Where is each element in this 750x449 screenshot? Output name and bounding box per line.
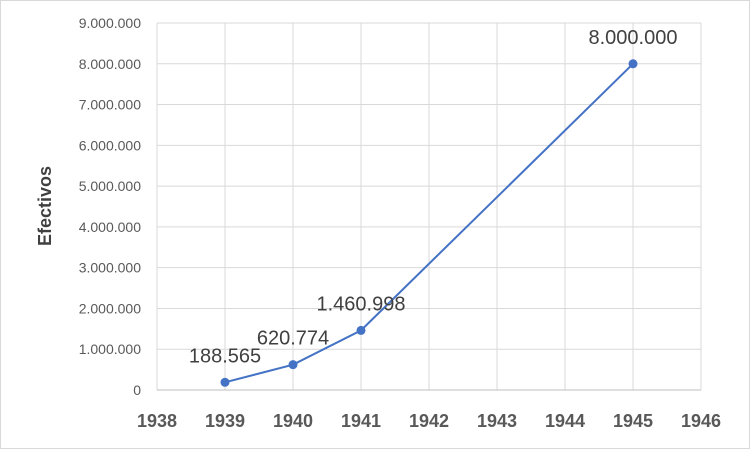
x-tick-label: 1943	[477, 411, 517, 431]
y-tick-label: 7.000.000	[79, 97, 141, 113]
y-tick-label: 5.000.000	[79, 178, 141, 194]
y-tick-label: 8.000.000	[79, 56, 141, 72]
x-tick-label: 1938	[137, 411, 177, 431]
y-tick-label: 4.000.000	[79, 219, 141, 235]
x-tick-label: 1939	[205, 411, 245, 431]
data-label: 1.460.998	[317, 293, 406, 315]
data-point	[356, 325, 366, 335]
y-tick-label: 2.000.000	[79, 300, 141, 316]
y-tick-label: 9.000.000	[79, 15, 141, 31]
y-tick-labels: 0 1.000.000 2.000.000 3.000.000 4.000.000 5.0…	[79, 15, 142, 398]
y-axis-label: Efectivos	[35, 166, 55, 246]
data-label: 188.565	[189, 345, 261, 367]
data-point	[288, 360, 298, 370]
x-tick-label: 1940	[273, 411, 313, 431]
y-tick-label: 3.000.000	[79, 260, 141, 276]
x-tick-label: 1946	[681, 411, 721, 431]
y-tick-label: 1.000.000	[79, 341, 141, 357]
data-label: 620.774	[257, 328, 329, 350]
x-tick-label: 1945	[613, 411, 653, 431]
x-tick-label: 1941	[341, 411, 381, 431]
data-point	[628, 59, 638, 69]
y-gridlines	[157, 22, 701, 391]
series-line	[224, 63, 634, 384]
data-label: 8.000.000	[589, 27, 678, 49]
data-points	[220, 59, 638, 387]
data-point	[220, 377, 230, 387]
x-gridlines	[156, 23, 702, 390]
y-tick-label: 0	[133, 382, 141, 398]
x-tick-label: 1944	[545, 411, 585, 431]
x-tick-label: 1942	[409, 411, 449, 431]
y-tick-label: 6.000.000	[79, 137, 141, 153]
x-tick-labels: 1938 1939 1940 1941 1942 1943 1944 1945 1946	[137, 411, 721, 431]
